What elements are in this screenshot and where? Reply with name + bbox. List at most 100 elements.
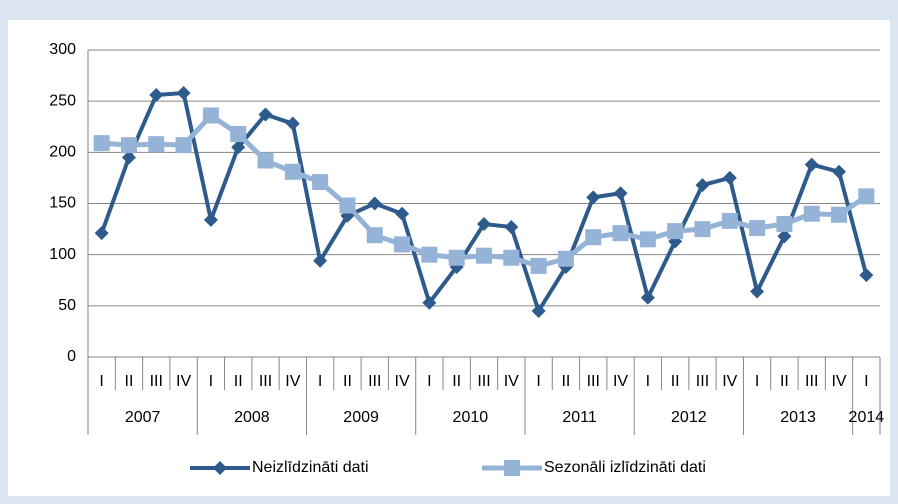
x-tick-label: III [587,373,600,390]
data-point [586,190,601,205]
x-tick-label: IV [504,373,519,390]
x-group-label: 2009 [343,409,379,426]
x-tick-label: I [99,373,103,390]
data-point [667,223,684,240]
data-point [504,220,519,235]
data-point [777,229,792,244]
x-tick-label: IV [176,373,191,390]
data-point [94,226,109,241]
legend-label: Neizlīdzināti dati [252,459,369,476]
data-point [284,163,301,180]
data-point [640,290,655,305]
x-tick-label: IV [831,373,846,390]
data-point [120,137,137,154]
x-tick-label: I [209,373,213,390]
data-point [313,253,328,268]
y-tick-label: 100 [49,246,76,263]
y-tick-label: 0 [67,348,76,365]
x-tick-label: I [755,373,759,390]
data-point [285,116,300,131]
x-group-label: 2014 [849,409,885,426]
x-tick-label: II [780,373,789,390]
legend-label: Sezonāli izlīdzināti dati [544,459,706,476]
data-point [750,284,765,299]
x-tick-label: III [259,373,272,390]
data-point [148,136,165,153]
x-tick-label: I [427,373,431,390]
data-point [831,206,848,223]
data-point [476,247,492,264]
x-tick-label: II [561,373,570,390]
x-tick-label: I [318,373,322,390]
x-group-label: 2013 [780,409,816,426]
x-tick-label: IV [722,373,737,390]
x-tick-label: III [805,373,818,390]
data-point [448,249,465,266]
x-tick-label: II [671,373,680,390]
data-point [203,212,218,227]
x-tick-label: II [452,373,461,390]
x-group-label: 2012 [671,409,707,426]
x-group-label: 2007 [125,409,161,426]
x-tick-label: IV [395,373,410,390]
x-tick-label: III [477,373,490,390]
data-point [804,157,819,172]
x-tick-label: II [343,373,352,390]
data-point [613,186,628,201]
data-point [422,295,437,310]
data-point [612,225,629,242]
data-point [722,170,737,185]
data-point [93,135,110,152]
x-tick-label: II [125,373,134,390]
x-group-label: 2008 [234,409,270,426]
x-tick-label: I [536,373,540,390]
data-point [149,88,164,103]
data-point [477,216,491,231]
legend-marker [504,460,520,476]
x-tick-label: III [696,373,709,390]
data-point [176,85,191,100]
data-point [175,137,192,154]
data-point [858,188,875,205]
x-tick-label: I [864,373,868,390]
data-point [395,206,410,221]
data-point [339,197,356,214]
data-point [639,231,656,248]
data-point [803,205,820,222]
data-point [721,212,738,229]
data-point [394,236,411,253]
data-point [121,150,136,165]
data-point [832,164,847,179]
data-point [749,220,766,237]
x-tick-label: II [234,373,243,390]
data-point [367,196,382,211]
x-tick-label: III [368,373,381,390]
data-point [531,303,546,318]
data-point [231,140,246,155]
y-tick-label: 200 [49,144,76,161]
y-tick-label: 300 [49,41,76,58]
data-point [257,152,274,169]
data-point [695,178,710,193]
y-tick-label: 50 [58,297,76,314]
x-tick-label: III [150,373,163,390]
data-point [366,227,383,244]
data-point [312,174,329,191]
x-tick-label: IV [613,373,628,390]
data-point [202,107,219,124]
data-point [258,107,273,122]
y-tick-label: 250 [49,92,76,109]
data-point [557,250,574,267]
data-point [503,249,520,266]
legend-marker [213,461,227,475]
y-tick-label: 150 [49,195,76,212]
x-group-label: 2011 [562,409,597,426]
x-tick-label: I [646,373,650,390]
data-point [530,257,547,274]
data-point [230,125,247,142]
data-point [585,229,602,246]
x-group-label: 2010 [453,409,489,426]
x-tick-label: IV [285,373,300,390]
